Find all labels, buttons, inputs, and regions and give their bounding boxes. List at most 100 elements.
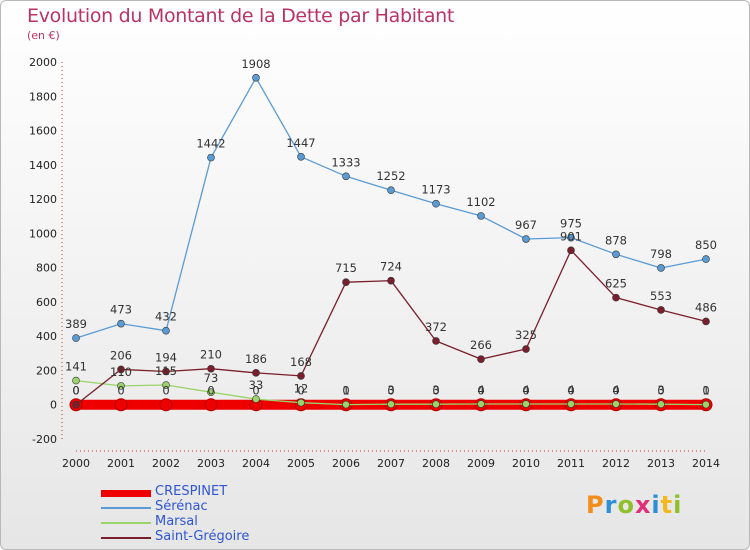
data-label: 0 xyxy=(117,384,124,398)
y-tick-label: 1200 xyxy=(29,193,57,206)
data-point xyxy=(207,153,215,162)
data-point xyxy=(117,382,125,390)
series-line xyxy=(75,77,707,339)
data-point xyxy=(207,364,215,373)
data-label: 194 xyxy=(155,350,177,364)
data-label: 12 xyxy=(294,382,309,396)
x-tick-label: 2000 xyxy=(62,457,90,470)
legend-label: CRESPINET xyxy=(155,484,228,499)
data-point xyxy=(117,365,125,374)
data-point xyxy=(297,398,305,407)
data-point xyxy=(252,73,260,82)
data-label: 210 xyxy=(200,348,222,362)
data-label: 33 xyxy=(249,378,264,392)
data-point xyxy=(162,381,170,389)
data-label: 1 xyxy=(342,384,349,398)
data-label: 110 xyxy=(110,365,132,379)
data-point xyxy=(567,246,575,255)
data-label: 206 xyxy=(110,348,132,362)
data-label: 798 xyxy=(650,247,672,261)
y-tick-label: 1000 xyxy=(29,227,57,240)
data-point xyxy=(252,369,260,377)
data-point xyxy=(612,400,620,408)
x-tick-label: 2009 xyxy=(467,457,495,470)
x-tick-label: 2007 xyxy=(377,457,405,470)
x-tick-label: 2008 xyxy=(422,457,450,470)
data-label: 0 xyxy=(387,384,394,398)
x-tick-label: 2006 xyxy=(332,457,360,470)
data-label: 0 xyxy=(477,384,484,398)
chart-subtitle: (en €) xyxy=(27,29,60,42)
data-label: 3 xyxy=(432,383,439,397)
x-tick-label: 2010 xyxy=(512,457,540,470)
data-label: 0 xyxy=(252,384,259,398)
data-point xyxy=(477,212,485,220)
data-point xyxy=(702,400,710,409)
data-label: 372 xyxy=(425,320,447,334)
data-point xyxy=(702,255,710,263)
legend-swatch xyxy=(101,522,151,524)
y-tick-label: 0 xyxy=(50,399,57,412)
data-point xyxy=(387,186,395,194)
data-point xyxy=(522,400,530,408)
y-tick-label: 1400 xyxy=(29,159,57,172)
data-label: 432 xyxy=(155,310,177,324)
data-label: 850 xyxy=(695,238,717,252)
data-point xyxy=(432,400,440,409)
data-point xyxy=(72,400,80,409)
data-point xyxy=(432,337,440,345)
data-label: 1447 xyxy=(286,136,315,150)
data-label: 4 xyxy=(522,383,529,397)
data-label: 4 xyxy=(477,383,484,397)
chart-title: Evolution du Montant de la Dette par Hab… xyxy=(27,5,455,27)
data-label: 0 xyxy=(297,384,304,398)
data-label: 389 xyxy=(65,317,87,331)
data-point xyxy=(72,334,80,342)
data-label: 73 xyxy=(204,371,219,385)
data-label: 0 xyxy=(72,384,79,398)
data-label: 0 xyxy=(207,384,214,398)
x-tick-label: 2012 xyxy=(602,457,630,470)
data-label: 3 xyxy=(387,383,394,397)
y-tick-label: 600 xyxy=(36,296,57,309)
data-label: 975 xyxy=(560,217,582,231)
data-label: 0 xyxy=(567,384,574,398)
data-point xyxy=(432,199,440,208)
data-point xyxy=(477,400,485,408)
data-point xyxy=(342,278,350,287)
data-point xyxy=(162,326,170,335)
data-label: 715 xyxy=(335,261,357,275)
x-tick-label: 2013 xyxy=(647,457,675,470)
data-label: 473 xyxy=(110,303,132,317)
logo-letter: o xyxy=(617,491,635,519)
data-point xyxy=(567,400,575,408)
data-point xyxy=(477,355,485,363)
logo-letter: P xyxy=(586,491,605,519)
x-tick-label: 2001 xyxy=(107,457,135,470)
legend-swatch xyxy=(101,537,151,539)
proxiti-logo: Proxiti xyxy=(586,491,682,519)
data-label: 1442 xyxy=(196,137,225,151)
data-point xyxy=(159,398,173,412)
data-label: 0 xyxy=(612,384,619,398)
data-point xyxy=(567,233,575,242)
x-tick-label: 2003 xyxy=(197,457,225,470)
data-point xyxy=(207,388,215,397)
data-label: 1173 xyxy=(421,183,450,197)
data-label: 115 xyxy=(155,364,177,378)
data-point xyxy=(612,293,620,302)
data-label: 0 xyxy=(657,384,664,398)
x-tick-label: 2014 xyxy=(692,457,720,470)
data-label: 3 xyxy=(657,383,664,397)
data-label: 0 xyxy=(72,384,79,398)
x-tick-label: 2004 xyxy=(242,457,270,470)
data-label: 625 xyxy=(605,277,627,291)
data-label: 878 xyxy=(605,233,627,247)
data-point xyxy=(387,276,395,285)
x-tick-label: 2011 xyxy=(557,457,585,470)
data-label: 1 xyxy=(702,384,709,398)
data-point xyxy=(657,400,665,409)
y-tick-label: 800 xyxy=(36,262,57,275)
y-tick-label: 2000 xyxy=(29,56,57,69)
